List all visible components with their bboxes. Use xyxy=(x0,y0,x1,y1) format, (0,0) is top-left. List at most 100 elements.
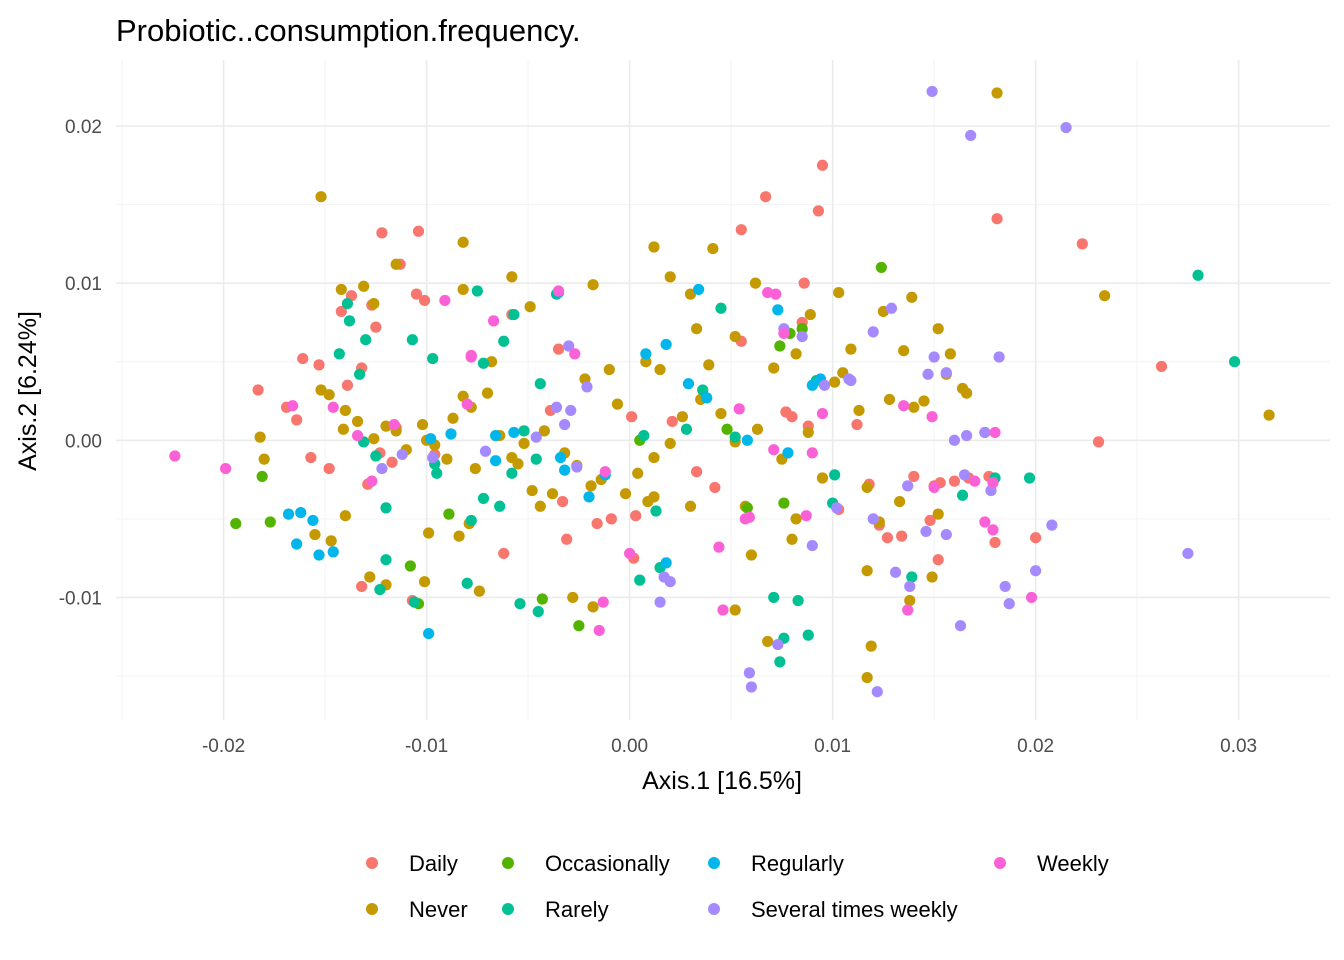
point-never xyxy=(762,635,774,648)
point-never xyxy=(254,431,266,443)
legend-item-occasionally: Occasionally xyxy=(502,851,670,876)
legend-label: Occasionally xyxy=(545,851,670,876)
y-tick-label: -0.01 xyxy=(59,588,102,609)
point-several-times-weekly xyxy=(550,401,563,413)
point-several-times-weekly xyxy=(1003,598,1015,610)
point-never xyxy=(423,527,435,539)
point-daily xyxy=(305,451,317,464)
major-gridlines xyxy=(116,60,1330,720)
point-daily xyxy=(709,481,721,494)
legend-item-regularly: Regularly xyxy=(708,851,844,876)
point-weekly xyxy=(987,477,999,489)
point-never xyxy=(642,495,654,508)
point-never xyxy=(861,481,873,494)
x-tick-label: 0.03 xyxy=(1220,736,1257,757)
point-daily xyxy=(798,277,810,289)
point-rarely xyxy=(477,492,490,505)
point-rarely xyxy=(1192,269,1204,281)
point-rarely xyxy=(370,450,382,462)
point-never xyxy=(676,411,688,423)
point-never xyxy=(335,283,347,296)
point-daily xyxy=(291,414,303,426)
point-never xyxy=(418,576,431,588)
point-never xyxy=(481,387,494,399)
point-several-times-weekly xyxy=(806,539,818,552)
point-weekly xyxy=(366,475,378,487)
point-weekly xyxy=(979,516,991,528)
point-never xyxy=(865,640,877,652)
point-never xyxy=(390,258,402,270)
point-daily xyxy=(552,343,565,355)
point-rarely xyxy=(380,502,392,514)
point-never xyxy=(883,393,896,406)
point-never xyxy=(944,348,956,360)
y-tick-label: 0.02 xyxy=(65,117,102,138)
x-tick-label: 0.00 xyxy=(611,736,648,757)
point-several-times-weekly xyxy=(954,620,967,632)
point-rarely xyxy=(341,297,354,310)
point-regularly xyxy=(282,508,295,520)
point-rarely xyxy=(508,308,520,321)
point-never xyxy=(786,533,798,545)
point-weekly xyxy=(327,401,339,413)
point-rarely xyxy=(518,425,530,437)
point-regularly xyxy=(490,429,502,442)
point-several-times-weekly xyxy=(818,379,831,391)
chart-title: Probiotic..consumption.frequency. xyxy=(116,13,581,48)
point-daily xyxy=(630,510,642,522)
point-daily xyxy=(252,384,264,396)
point-weekly xyxy=(351,429,364,442)
point-never xyxy=(587,279,599,291)
point-several-times-weekly xyxy=(664,576,676,588)
point-daily xyxy=(881,532,894,544)
point-weekly xyxy=(713,541,725,553)
point-regularly xyxy=(660,338,672,351)
point-daily xyxy=(786,411,798,423)
point-rarely xyxy=(471,285,483,297)
point-weekly xyxy=(388,418,400,431)
point-rarely xyxy=(638,429,650,442)
point-regularly xyxy=(508,426,520,439)
point-occasionally xyxy=(536,593,548,605)
y-tick-label: 0.00 xyxy=(65,431,102,452)
point-regularly xyxy=(782,447,794,459)
point-daily xyxy=(760,191,772,203)
point-never xyxy=(932,508,944,520)
point-never xyxy=(587,601,599,613)
point-regularly xyxy=(640,348,652,360)
point-weekly xyxy=(597,596,609,608)
point-never xyxy=(632,467,644,479)
point-weekly xyxy=(739,513,751,525)
point-weekly xyxy=(169,450,181,462)
point-never xyxy=(715,407,727,420)
point-rarely xyxy=(729,431,741,443)
point-regularly xyxy=(741,434,753,446)
point-daily xyxy=(412,225,425,237)
point-several-times-weekly xyxy=(902,480,914,492)
point-never xyxy=(833,286,845,299)
point-never xyxy=(337,423,349,435)
point-rarely xyxy=(906,571,918,583)
point-several-times-weekly xyxy=(1046,519,1058,531)
point-occasionally xyxy=(404,560,416,572)
point-rarely xyxy=(494,500,506,512)
point-never xyxy=(469,462,481,475)
point-daily xyxy=(410,288,423,300)
point-weekly xyxy=(717,604,729,616)
point-several-times-weekly xyxy=(961,429,973,442)
point-weekly xyxy=(624,547,636,560)
point-weekly xyxy=(569,348,581,360)
point-occasionally xyxy=(774,340,786,352)
point-weekly xyxy=(461,398,473,410)
point-rarely xyxy=(461,577,473,589)
point-daily xyxy=(498,547,510,560)
point-never xyxy=(707,242,719,255)
point-rarely xyxy=(477,357,490,369)
point-weekly xyxy=(220,462,232,475)
point-daily xyxy=(591,517,603,530)
point-weekly xyxy=(816,407,829,420)
point-daily xyxy=(313,359,325,371)
point-several-times-weekly xyxy=(871,686,883,698)
point-never xyxy=(315,191,327,203)
point-never xyxy=(619,488,632,500)
